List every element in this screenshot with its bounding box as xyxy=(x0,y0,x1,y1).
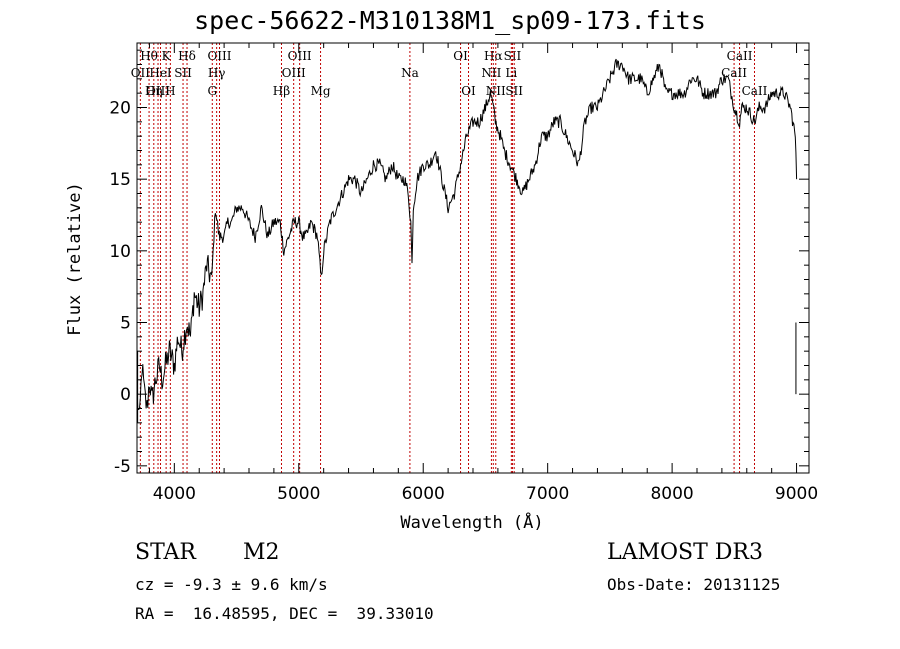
marker-label-24: SII xyxy=(505,84,523,98)
marker-label-15: Mg xyxy=(311,84,331,98)
spectrum-line xyxy=(136,58,798,411)
marker-label-17: OI xyxy=(453,49,468,63)
marker-label-10: Hγ xyxy=(208,66,226,80)
ra-dec: RA = 16.48595, DEC = 39.33010 xyxy=(135,604,434,623)
marker-label-13: OIII xyxy=(288,49,312,63)
x-tick-label-1: 5000 xyxy=(277,484,320,504)
x-axis-label: Wavelength (Å) xyxy=(400,511,543,533)
y-axis-label: Flux (relative) xyxy=(65,182,85,336)
marker-label-22: SII xyxy=(504,49,522,63)
marker-label-9: OIII xyxy=(207,49,231,63)
marker-label-12: Hβ xyxy=(273,84,290,98)
x-tick-label-4: 8000 xyxy=(650,484,693,504)
object-class: STAR xyxy=(135,540,196,565)
marker-label-16: Na xyxy=(401,66,419,80)
marker-label-6: Hη xyxy=(145,84,163,98)
y-tick-label-5: 20 xyxy=(109,99,131,119)
marker-label-5: H xyxy=(165,84,175,98)
y-tick-label-1: 0 xyxy=(120,385,131,405)
marker-label-21: NII xyxy=(486,84,506,98)
y-tick-label-2: 5 xyxy=(120,314,131,334)
marker-label-23: Li xyxy=(505,66,517,80)
y-tick-label-4: 15 xyxy=(109,170,131,190)
x-tick-label-0: 4000 xyxy=(153,484,196,504)
x-axis-ticks: 4000 5000 6000 7000 8000 9000 xyxy=(148,43,818,504)
marker-label-2: OIII xyxy=(146,84,170,98)
marker-label-19: Hα xyxy=(484,49,503,63)
plot-frame xyxy=(136,42,810,474)
marker-label-7: SII xyxy=(174,66,192,80)
marker-label-25: CaII xyxy=(727,49,753,63)
line-markers: Hθ OII OIII K HeI HHη SII Hδ OIII Hγ G Hβ OIII OIII Mg… xyxy=(131,43,768,473)
x-tick-label-2: 6000 xyxy=(402,484,445,504)
obs-date: Obs-Date: 20131125 xyxy=(607,575,781,594)
marker-label-14: OIII xyxy=(282,66,306,80)
x-tick-label-5: 9000 xyxy=(775,484,818,504)
spectrum-layer xyxy=(136,58,798,423)
marker-label-8: Hδ xyxy=(178,49,196,63)
redshift-cz: cz = -9.3 ± 9.6 km/s xyxy=(135,575,328,594)
marker-label-26: CaII xyxy=(721,66,747,80)
marker-label-4: HeI xyxy=(149,66,172,80)
y-tick-label-3: 10 xyxy=(109,242,131,262)
marker-label-0: Hθ xyxy=(140,49,158,63)
marker-label-20: NII xyxy=(481,66,501,80)
survey-name: LAMOST DR3 xyxy=(607,540,763,565)
y-tick-label-0: -5 xyxy=(114,457,131,477)
x-tick-label-3: 7000 xyxy=(526,484,569,504)
marker-label-1: OII xyxy=(131,66,151,80)
marker-label-18: OI xyxy=(461,84,476,98)
chart-title: spec-56622-M310138M1_sp09-173.fits xyxy=(194,6,706,35)
marker-label-3: K xyxy=(162,49,172,63)
marker-label-27: CaII xyxy=(742,84,768,98)
marker-label-11: G xyxy=(207,84,217,98)
y-axis-ticks: -5 0 5 10 15 20 xyxy=(109,49,809,477)
object-subclass: M2 xyxy=(243,540,280,565)
